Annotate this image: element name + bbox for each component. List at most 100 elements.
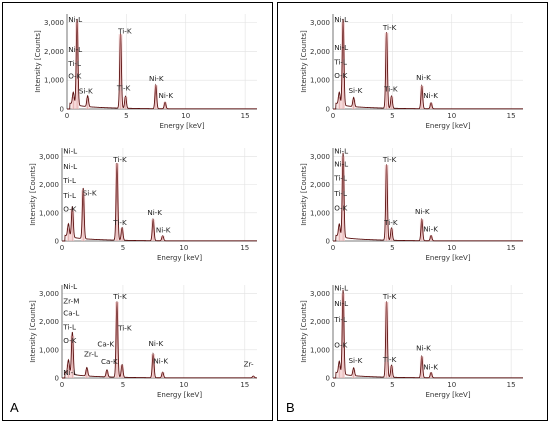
peak-label: Ni-K xyxy=(416,73,431,82)
y-tick-label: 0 xyxy=(326,375,330,383)
y-tick-label: 2,000 xyxy=(310,181,330,189)
spectrum-line xyxy=(333,18,523,110)
peak-label: Ti-K xyxy=(383,218,398,227)
peak-label: Ni-L xyxy=(68,45,82,54)
x-tick-label: 0 xyxy=(331,112,335,120)
x-tick-label: 10 xyxy=(179,244,188,252)
peak-label: Ti-L xyxy=(333,57,347,66)
peak-label: Ni-L xyxy=(334,147,348,156)
peak-label: Ti-K xyxy=(117,27,132,36)
y-tick-label: 2,000 xyxy=(39,318,59,326)
peak-label: Ti-L xyxy=(62,176,76,185)
peak-label: Ni-K xyxy=(153,356,168,365)
peak-label: Si-K xyxy=(348,356,362,365)
x-tick-label: 15 xyxy=(240,381,249,389)
x-tick-label: 15 xyxy=(507,112,516,120)
x-tick-label: 5 xyxy=(124,112,128,120)
y-tick-label: 1,000 xyxy=(44,77,64,85)
spectrum-line xyxy=(333,152,523,242)
spectrum-line xyxy=(333,289,523,379)
y-tick-label: 0 xyxy=(60,106,64,114)
peak-label: Ca-K xyxy=(101,357,118,366)
x-axis-title: Energy [keV] xyxy=(159,122,204,130)
spectrum-chart-a2: 0 5 10 15 0 1,000 2,000 3,000 Energy [keV] Intens… xyxy=(29,147,257,262)
peak-label: Ni-L xyxy=(334,159,348,168)
y-tick-label: 1,000 xyxy=(39,209,59,217)
peak-label: Ti-L xyxy=(62,323,76,332)
peak-label: Ni-K xyxy=(158,91,173,100)
spectrum-line xyxy=(62,162,257,242)
peak-label: Ni-K xyxy=(415,207,430,216)
spectrum-line xyxy=(67,18,257,110)
y-tick-label: 0 xyxy=(326,106,330,114)
peak-label: Zr-L xyxy=(84,349,98,358)
spectrum-chart-a1: 0 5 10 15 0 1,000 2,000 3,000 Energy [keV] Intens… xyxy=(34,14,257,130)
peak-label: Si-K xyxy=(348,86,362,95)
peak-label: Ni-L xyxy=(63,147,77,156)
y-tick-label: 2,000 xyxy=(310,318,330,326)
peak-label: Ca-K xyxy=(97,339,114,348)
peak-label: Ti-K xyxy=(382,292,397,301)
panel-b-label: B xyxy=(286,400,295,415)
y-tick-label: 3,000 xyxy=(44,19,64,27)
x-axis-title: Energy [keV] xyxy=(157,391,202,399)
y-tick-label: 2,000 xyxy=(310,48,330,56)
y-tick-label: 3,000 xyxy=(310,153,330,161)
peak-label: Ti-K xyxy=(112,218,127,227)
y-tick-label: 0 xyxy=(55,238,59,246)
x-tick-label: 10 xyxy=(447,244,456,252)
x-axis-title: Energy [keV] xyxy=(425,254,470,262)
x-tick-label: 5 xyxy=(390,381,394,389)
peak-label: Ni-K xyxy=(149,339,164,348)
peak-label: Ti-K xyxy=(117,323,132,332)
x-tick-label: 10 xyxy=(179,381,188,389)
x-tick-label: 5 xyxy=(390,244,394,252)
peak-label: Ti-K xyxy=(112,292,127,301)
peak-label: Ti-L xyxy=(333,173,347,182)
peak-label: O-K xyxy=(334,71,347,80)
peak-label: Ni-L xyxy=(63,368,77,377)
x-tick-label: 0 xyxy=(65,112,69,120)
peak-label: O-K xyxy=(68,71,81,80)
x-tick-label: 15 xyxy=(507,244,516,252)
peak-label: Ti-L xyxy=(333,315,347,324)
x-tick-label: 5 xyxy=(390,112,394,120)
x-tick-label: 15 xyxy=(241,112,250,120)
peak-label: Ti-K xyxy=(382,155,397,164)
x-tick-label: 15 xyxy=(240,244,249,252)
peak-label: O-K xyxy=(334,204,347,213)
y-tick-label: 2,000 xyxy=(44,48,64,56)
spectrum-line xyxy=(62,301,257,379)
peak-label: Zr- xyxy=(244,360,254,369)
y-axis-title: Intensity [Counts] xyxy=(29,300,37,363)
peak-label: Ti-K xyxy=(382,355,397,364)
peak-label: Ni-L xyxy=(63,162,77,171)
peak-label: Ti-L xyxy=(67,59,81,68)
peak-label: Ti-L xyxy=(333,189,347,198)
peak-label: Ni-L xyxy=(334,15,348,24)
peak-label: O-K xyxy=(63,204,76,213)
y-tick-label: 1,000 xyxy=(39,346,59,354)
y-tick-label: 3,000 xyxy=(39,153,59,161)
peak-label: Ti-K xyxy=(382,23,397,32)
y-axis-title: Intensity [Counts] xyxy=(34,30,42,93)
peak-label: Zr-M xyxy=(63,296,79,305)
y-axis-title: Intensity [Counts] xyxy=(300,163,308,226)
peak-label: Ti-K xyxy=(116,84,131,93)
panel-a-frame xyxy=(2,2,273,421)
peak-label: Ni-K xyxy=(156,225,171,234)
peak-label: Ni-K xyxy=(423,363,438,372)
peak-label: Ti-K xyxy=(112,155,127,164)
y-tick-label: 3,000 xyxy=(310,290,330,298)
peak-label: Si-K xyxy=(79,86,93,95)
peak-label: Ca-L xyxy=(63,308,79,317)
x-tick-label: 0 xyxy=(331,244,335,252)
peak-label: Ni-L xyxy=(63,282,77,291)
peak-label: Ni-L xyxy=(334,43,348,52)
panel-a-label: A xyxy=(10,400,19,415)
peak-label: Ni-L xyxy=(334,299,348,308)
peak-label: Ni-K xyxy=(147,208,162,217)
y-tick-label: 1,000 xyxy=(310,77,330,85)
